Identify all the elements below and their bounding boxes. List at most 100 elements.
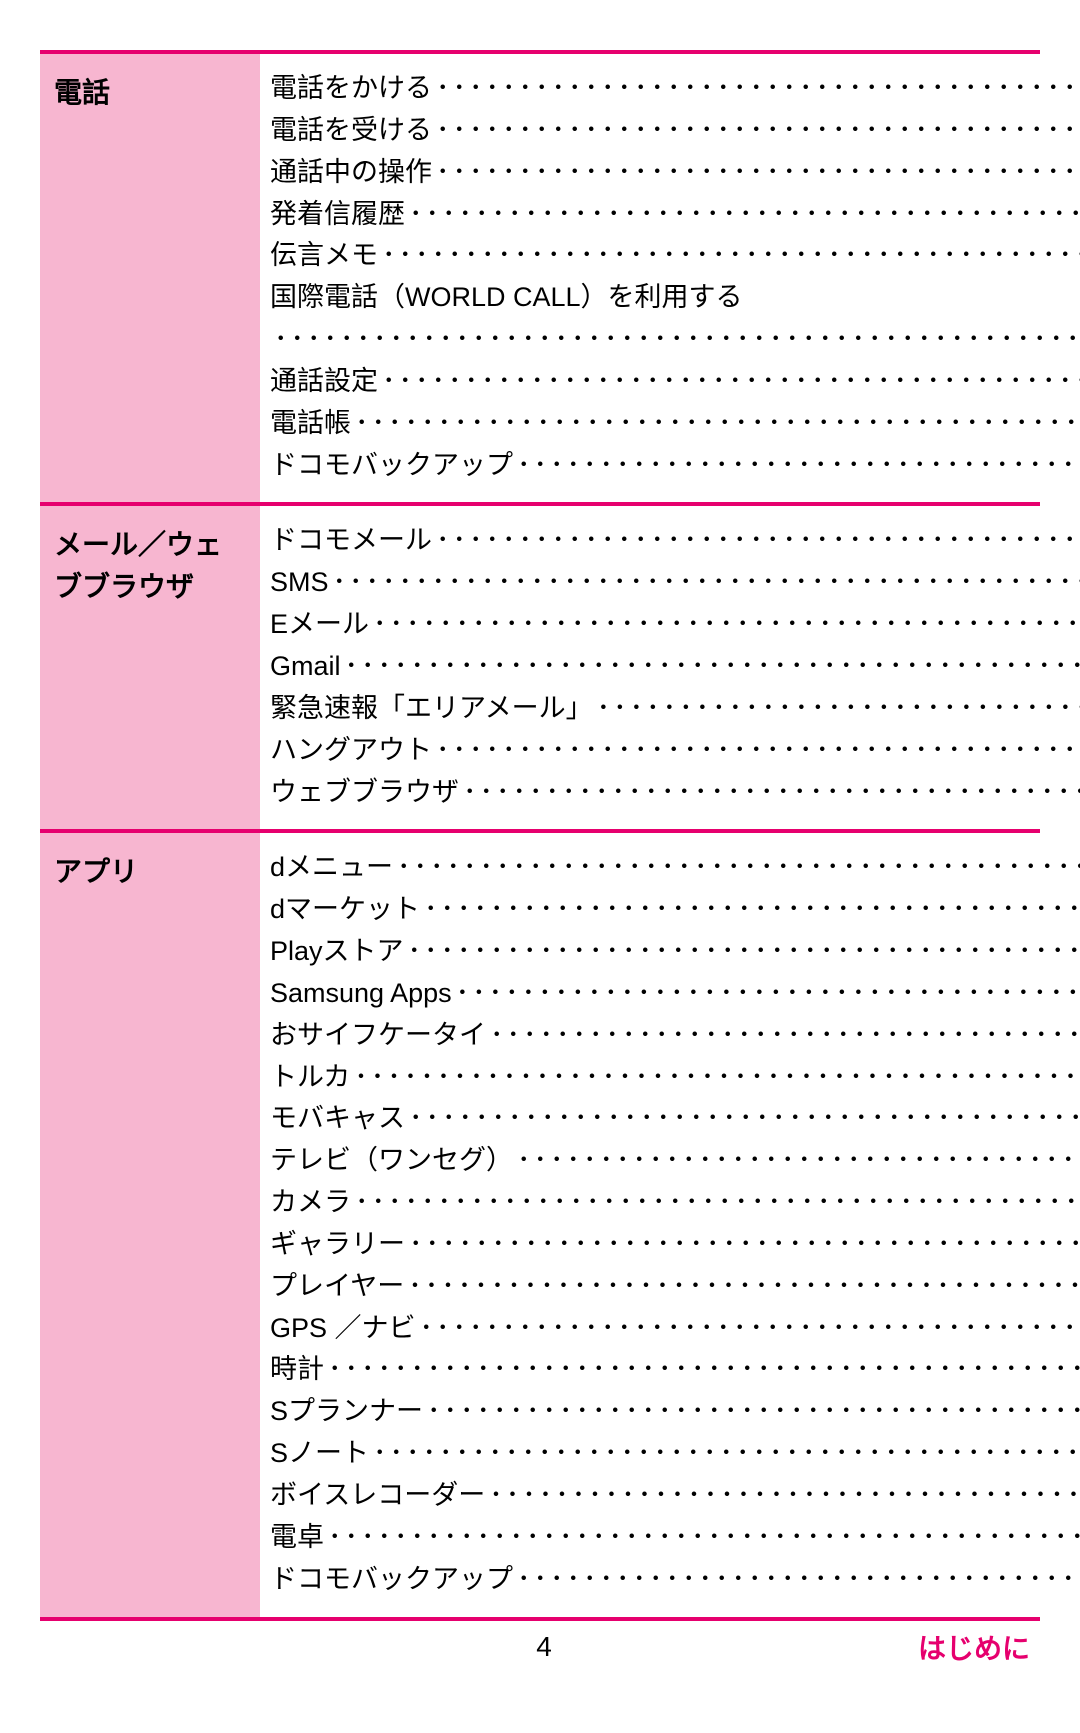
- toc-entry-label: 伝言メモ: [270, 235, 378, 277]
- toc-entry[interactable]: カメラ279: [270, 1182, 1080, 1224]
- leader-dots: [408, 931, 1080, 973]
- toc-entry[interactable]: Gmail221: [270, 646, 1080, 688]
- toc-entry-label: 電話を受ける: [270, 110, 432, 152]
- toc-entry[interactable]: 通話中の操作164: [270, 152, 1080, 194]
- toc-entry-label: おサイフケータイ: [270, 1015, 486, 1057]
- toc-entry[interactable]: 発着信履歴167: [270, 194, 1080, 236]
- toc-entry[interactable]: Playストア240: [270, 931, 1080, 973]
- toc-entry-label: dメニュー: [270, 847, 393, 889]
- toc-entry-label: テレビ（ワンセグ）: [270, 1140, 513, 1182]
- toc-entry-label: ギャラリー: [270, 1224, 405, 1266]
- leader-dots: [456, 973, 1080, 1015]
- leader-dots: [333, 562, 1080, 604]
- toc-entry[interactable]: プレイヤー306: [270, 1266, 1080, 1308]
- toc-entry-label: トルカ: [270, 1057, 350, 1099]
- toc-entry-label: 国際電話（WORLD CALL）を利用する: [270, 277, 1080, 319]
- toc-entry[interactable]: dマーケット240: [270, 889, 1080, 931]
- section-entries: ドコモメール197SMS198Eメール206Gmail221緊急速報「エリアメー…: [260, 506, 1080, 829]
- leader-dots: [397, 847, 1080, 889]
- leader-dots: [436, 110, 1080, 152]
- toc-entry[interactable]: Eメール206: [270, 604, 1080, 646]
- leader-dots: [382, 361, 1080, 403]
- leader-dots: [517, 1559, 1080, 1601]
- toc-section: アプリdメニュー239dマーケット240Playストア240Samsung Ap…: [40, 829, 1040, 1620]
- toc-entry[interactable]: Samsung Apps242: [270, 973, 1080, 1015]
- toc-entry-label: プレイヤー: [270, 1266, 404, 1308]
- toc-section: 電話電話をかける154電話を受ける160通話中の操作164発着信履歴167伝言メ…: [40, 50, 1040, 502]
- toc-entry-label: ドコモバックアップ: [270, 1559, 513, 1601]
- toc-entry-label: 通話設定: [270, 361, 378, 403]
- toc-entry-label: 電卓: [270, 1517, 324, 1559]
- toc-entry[interactable]: Sプランナー329: [270, 1391, 1080, 1433]
- toc-entry-label: モバキャス: [270, 1098, 405, 1140]
- toc-entry-label: SMS: [270, 562, 329, 604]
- leader-dots: [409, 1224, 1080, 1266]
- leader-dots: [463, 772, 1080, 814]
- toc-entry[interactable]: 電卓342: [270, 1517, 1080, 1559]
- page-footer: 4 はじめに: [40, 1627, 1040, 1667]
- section-entries: 電話をかける154電話を受ける160通話中の操作164発着信履歴167伝言メモ1…: [260, 54, 1080, 502]
- leader-dots: [517, 1140, 1080, 1182]
- page-number: 4: [170, 1631, 918, 1663]
- leader-dots: [436, 68, 1080, 110]
- leader-dots: [436, 730, 1080, 772]
- toc-entry-label: Gmail: [270, 646, 341, 688]
- leader-dots: [355, 403, 1080, 445]
- toc-entry[interactable]: 伝言メモ170: [270, 235, 1080, 277]
- toc-entry-label: dマーケット: [270, 889, 420, 931]
- footer-section-label: はじめに: [918, 1627, 1030, 1667]
- leader-dots: [382, 235, 1080, 277]
- toc-entry-label: 電話をかける: [270, 68, 432, 110]
- leader-dots: [424, 889, 1080, 931]
- toc-entry[interactable]: 国際電話（WORLD CALL）を利用する171: [270, 277, 1080, 361]
- toc-entry-label: Sプランナー: [270, 1391, 423, 1433]
- toc-entry[interactable]: ボイスレコーダー339: [270, 1475, 1080, 1517]
- leader-dots: [328, 1517, 1080, 1559]
- table-of-contents: 電話電話をかける154電話を受ける160通話中の操作164発着信履歴167伝言メ…: [40, 50, 1040, 1621]
- toc-entry-label: ボイスレコーダー: [270, 1475, 485, 1517]
- toc-entry[interactable]: GPS ／ナビ320: [270, 1308, 1080, 1350]
- leader-dots: [274, 319, 1080, 361]
- toc-entry-label: 緊急速報「エリアメール」: [270, 688, 593, 730]
- leader-dots: [409, 194, 1080, 236]
- toc-entry[interactable]: ドコモバックアップ196: [270, 445, 1080, 487]
- toc-entry[interactable]: ウェブブラウザ226: [270, 772, 1080, 814]
- leader-dots: [420, 1308, 1080, 1350]
- toc-entry[interactable]: 電話をかける154: [270, 68, 1080, 110]
- toc-entry-label: ドコモメール: [270, 520, 432, 562]
- toc-entry[interactable]: ギャラリー298: [270, 1224, 1080, 1266]
- section-entries: dメニュー239dマーケット240Playストア240Samsung Apps2…: [260, 833, 1080, 1616]
- leader-dots: [490, 1015, 1080, 1057]
- toc-entry-label: 発着信履歴: [270, 194, 405, 236]
- section-title: メール／ウェブブラウザ: [40, 506, 260, 829]
- leader-dots: [408, 1266, 1080, 1308]
- leader-dots: [597, 688, 1080, 730]
- toc-entry[interactable]: 電話を受ける160: [270, 110, 1080, 152]
- toc-entry-label: Samsung Apps: [270, 973, 452, 1015]
- toc-entry[interactable]: おサイフケータイ243: [270, 1015, 1080, 1057]
- leader-dots: [436, 152, 1080, 194]
- leader-dots: [354, 1057, 1080, 1099]
- leader-dots: [427, 1391, 1080, 1433]
- leader-dots: [328, 1349, 1080, 1391]
- section-title: 電話: [40, 54, 260, 502]
- toc-entry[interactable]: SMS198: [270, 562, 1080, 604]
- toc-entry[interactable]: 電話帳184: [270, 403, 1080, 445]
- section-title: アプリ: [40, 833, 260, 1616]
- toc-entry[interactable]: トルカ249: [270, 1057, 1080, 1099]
- toc-entry[interactable]: ドコモメール197: [270, 520, 1080, 562]
- toc-entry[interactable]: dメニュー239: [270, 847, 1080, 889]
- toc-entry[interactable]: テレビ（ワンセグ）260: [270, 1140, 1080, 1182]
- toc-entry[interactable]: 時計325: [270, 1349, 1080, 1391]
- toc-entry[interactable]: ドコモバックアップ343: [270, 1559, 1080, 1601]
- toc-entry-label: Sノート: [270, 1433, 369, 1475]
- leader-dots: [355, 1182, 1080, 1224]
- leader-dots: [409, 1098, 1080, 1140]
- toc-entry[interactable]: 通話設定173: [270, 361, 1080, 403]
- toc-entry[interactable]: 緊急速報「エリアメール」223: [270, 688, 1080, 730]
- toc-entry[interactable]: Sノート330: [270, 1433, 1080, 1475]
- toc-entry[interactable]: ハングアウト225: [270, 730, 1080, 772]
- toc-entry-label: 通話中の操作: [270, 152, 432, 194]
- toc-entry[interactable]: モバキャス251: [270, 1098, 1080, 1140]
- toc-entry-label: Playストア: [270, 931, 404, 973]
